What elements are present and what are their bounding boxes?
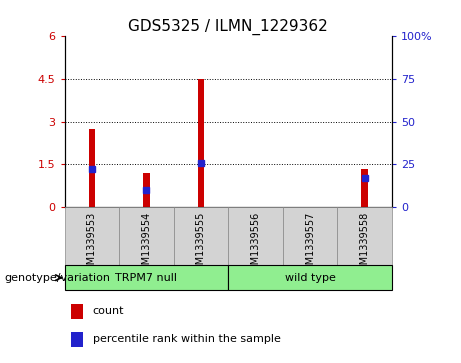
Text: GSM1339553: GSM1339553 [87,212,97,277]
Text: GSM1339555: GSM1339555 [196,212,206,277]
Bar [337,207,392,265]
Text: wild type: wild type [284,273,336,283]
Text: TRPM7 null: TRPM7 null [115,273,177,283]
Bar [228,265,392,290]
Title: GDS5325 / ILMN_1229362: GDS5325 / ILMN_1229362 [128,19,328,35]
Bar [71,304,83,319]
Bar [119,207,174,265]
Bar [65,207,119,265]
Text: GSM1339554: GSM1339554 [142,212,151,277]
Bar [198,79,204,207]
Bar [65,265,228,290]
Text: GSM1339556: GSM1339556 [250,212,260,277]
Bar [228,207,283,265]
Bar [283,207,337,265]
Text: genotype/variation: genotype/variation [5,273,111,283]
Text: count: count [93,306,124,316]
Text: percentile rank within the sample: percentile rank within the sample [93,334,281,344]
Bar [71,332,83,347]
Text: GSM1339558: GSM1339558 [360,212,370,277]
Bar [174,207,228,265]
Text: GSM1339557: GSM1339557 [305,212,315,277]
Bar [143,173,150,207]
Bar [89,129,95,207]
Bar [361,168,368,207]
